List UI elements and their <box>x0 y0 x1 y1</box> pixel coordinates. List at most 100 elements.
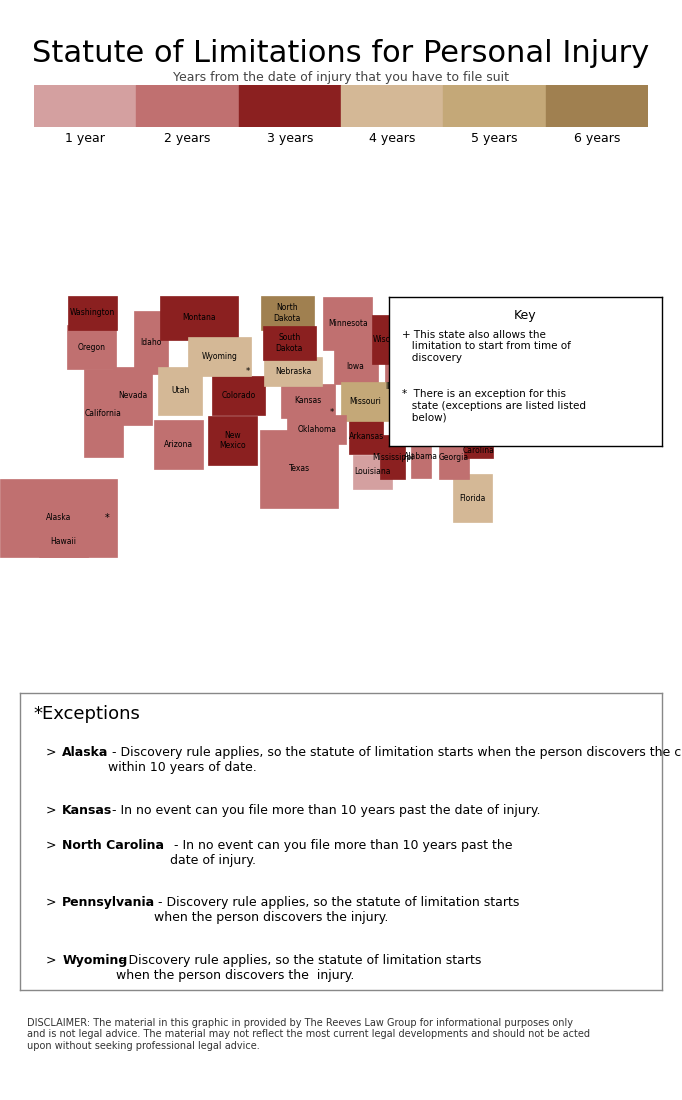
Text: *: * <box>520 432 524 442</box>
Bar <box>567 364 574 374</box>
Bar <box>264 356 323 386</box>
Text: Minnesota: Minnesota <box>328 319 368 328</box>
Bar <box>372 315 411 364</box>
Text: Hawaii: Hawaii <box>50 538 76 547</box>
Bar <box>381 436 405 480</box>
Bar <box>39 527 88 557</box>
Bar <box>0 478 117 557</box>
Bar <box>212 376 265 415</box>
Text: Massachusetts: Massachusetts <box>544 361 591 366</box>
Text: Tennessee: Tennessee <box>406 421 445 430</box>
Bar <box>578 317 603 351</box>
Text: - Discovery rule applies, so the statute of limitation starts
when the person di: - Discovery rule applies, so the statute… <box>116 955 481 982</box>
Bar <box>411 434 430 478</box>
Bar <box>552 334 564 360</box>
Text: New
York: New York <box>522 348 539 366</box>
Text: Key: Key <box>514 309 537 322</box>
Text: Illinois: Illinois <box>385 382 410 390</box>
Text: Utah: Utah <box>171 386 190 395</box>
Text: Virginia: Virginia <box>487 406 516 415</box>
Text: +: + <box>462 436 469 444</box>
Bar <box>113 366 152 425</box>
Text: >: > <box>46 838 61 851</box>
Text: Louisiana: Louisiana <box>354 468 390 476</box>
Text: *Exceptions: *Exceptions <box>33 705 140 723</box>
Text: Wyoming: Wyoming <box>201 352 237 361</box>
Text: Michigan: Michigan <box>426 340 460 349</box>
Text: + This state also allows the
   limitation to start from time of
   discovery: + This state also allows the limitation … <box>402 330 572 363</box>
Text: Florida: Florida <box>460 494 486 503</box>
Bar <box>475 398 529 422</box>
Text: West
Virginia: West Virginia <box>468 387 497 406</box>
Bar <box>394 414 458 438</box>
Text: Nevada: Nevada <box>118 392 147 400</box>
Text: Idaho: Idaho <box>140 338 162 346</box>
Bar <box>553 364 563 376</box>
Bar <box>68 326 116 368</box>
Text: Pennsylvania: Pennsylvania <box>62 896 155 910</box>
Text: Montana: Montana <box>182 314 216 322</box>
Text: 6 years: 6 years <box>574 132 620 144</box>
Text: 5 years: 5 years <box>471 132 518 144</box>
Bar <box>424 320 463 368</box>
Bar <box>443 85 546 126</box>
Bar <box>281 384 335 418</box>
Text: Texas: Texas <box>288 464 310 473</box>
Text: *  There is an exception for this
   state (exceptions are listed listed
   belo: * There is an exception for this state (… <box>402 389 587 422</box>
Bar <box>34 85 136 126</box>
Bar <box>287 415 346 444</box>
Text: 2 years: 2 years <box>164 132 211 144</box>
Bar <box>341 85 443 126</box>
Text: Delaware: Delaware <box>516 394 546 398</box>
Bar <box>323 297 372 351</box>
Bar <box>158 366 202 415</box>
Bar <box>506 388 531 403</box>
Bar <box>470 385 494 409</box>
Bar <box>188 338 251 376</box>
Text: 3 years: 3 years <box>267 132 313 144</box>
Text: >: > <box>46 804 61 817</box>
Text: - Discovery rule applies, so the statute of limitation starts when the person di: - Discovery rule applies, so the statute… <box>108 747 682 774</box>
Bar <box>160 296 238 340</box>
Bar <box>536 373 546 397</box>
Bar <box>414 398 473 422</box>
Text: Missouri: Missouri <box>349 397 381 406</box>
Text: Kansas: Kansas <box>294 396 321 405</box>
Text: Pennsylvania: Pennsylvania <box>489 373 539 382</box>
Bar <box>464 433 493 458</box>
Bar <box>261 296 314 330</box>
Bar <box>546 85 648 126</box>
Text: Alaska: Alaska <box>62 747 108 759</box>
Text: *: * <box>246 367 250 376</box>
Text: Georgia: Georgia <box>439 452 469 462</box>
Text: *: * <box>105 513 110 522</box>
Text: *: * <box>531 381 535 389</box>
Bar <box>84 370 123 458</box>
Bar <box>136 85 239 126</box>
Text: Rhode
Island: Rhode Island <box>560 364 580 375</box>
Bar <box>68 296 117 330</box>
Text: >: > <box>46 896 61 910</box>
Text: - In no event can you file more than 10 years past the
date of injury.: - In no event can you file more than 10 … <box>170 838 512 867</box>
Text: +: + <box>487 433 494 442</box>
Text: - Discovery rule applies, so the statute of limitation starts
when the person di: - Discovery rule applies, so the statute… <box>154 896 520 924</box>
Bar <box>154 420 203 469</box>
Bar <box>555 358 579 370</box>
Text: Nebraska: Nebraska <box>275 367 312 376</box>
Text: Alaska: Alaska <box>46 513 71 522</box>
Text: +: + <box>557 365 563 374</box>
Bar <box>461 418 524 442</box>
Text: Statute of Limitations for Personal Injury: Statute of Limitations for Personal Inju… <box>32 39 650 67</box>
Bar <box>209 416 257 465</box>
Text: Arizona: Arizona <box>164 440 193 449</box>
Bar <box>353 454 391 488</box>
Text: Iowa: Iowa <box>346 362 365 371</box>
Text: 4 years: 4 years <box>369 132 415 144</box>
Text: South
Carolina: South Carolina <box>462 436 494 455</box>
Text: Ohio: Ohio <box>451 377 469 386</box>
Text: +: + <box>539 373 546 382</box>
Bar <box>239 85 341 126</box>
Bar <box>385 360 410 412</box>
Text: *: * <box>329 408 334 417</box>
Text: New
Hampshire: New Hampshire <box>552 344 586 355</box>
